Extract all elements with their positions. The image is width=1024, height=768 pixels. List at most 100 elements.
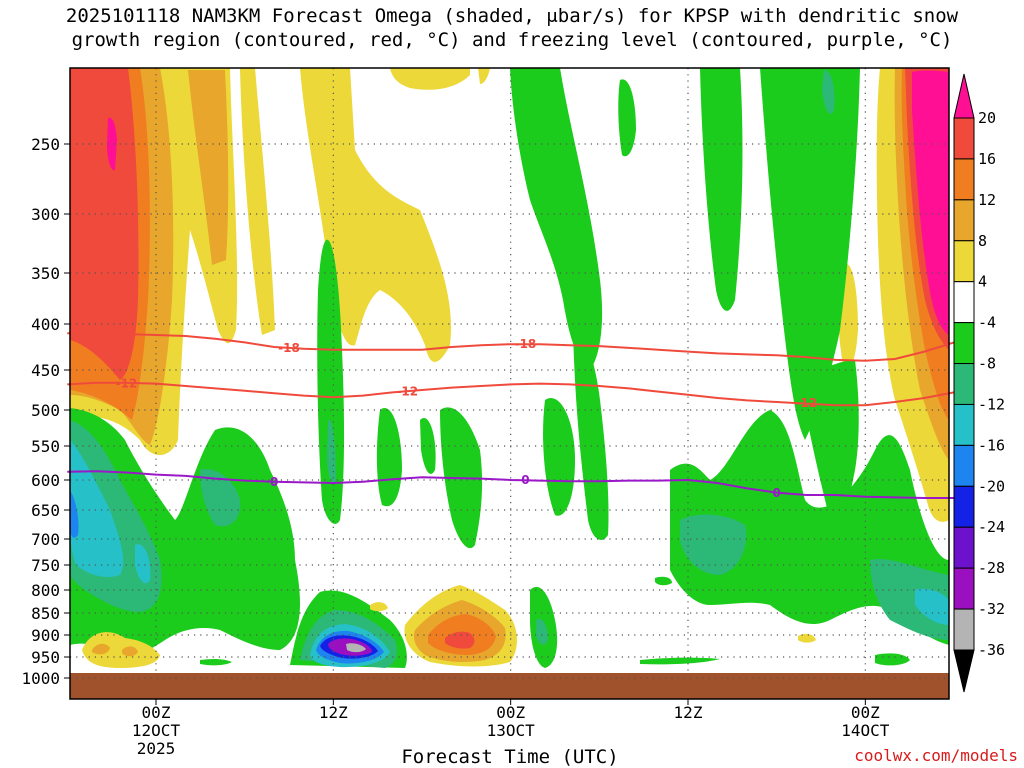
colorbar-segment-3 [953, 240, 975, 283]
plot-frame [69, 67, 950, 700]
contour-label-5: 0 [270, 475, 278, 489]
colorbar-top-arrow [953, 73, 975, 119]
shade-top-yellow-2 [478, 68, 490, 84]
shade-green-column-2 [376, 408, 402, 507]
colorbar-label-4: 4 [978, 273, 987, 291]
colorbar-label-8: 8 [978, 232, 987, 250]
shade-red-low-mid [445, 631, 475, 649]
y-tick-label-750: 750 [31, 556, 60, 575]
y-tick-label-450: 450 [31, 361, 60, 380]
shade-green-column-5 [543, 398, 575, 516]
shade-left-yellow-2 [240, 68, 275, 335]
colorbar-segment-7 [953, 403, 975, 446]
contour-dendritic-bottom [67, 381, 955, 407]
colorbar-label--16: -16 [978, 436, 1005, 454]
omega-shading [70, 68, 949, 699]
y-tick-label-250: 250 [31, 135, 60, 154]
shade-cyan-left [70, 440, 124, 577]
y-tick-label-700: 700 [31, 530, 60, 549]
chart-title: 2025101118 NAM3KM Forecast Omega (shaded… [0, 4, 1024, 52]
title-line-2: growth region (contoured, red, °C) and f… [71, 29, 953, 51]
x-tick-label-2-1: 13OCT [487, 721, 536, 740]
colorbar-segment-5 [953, 322, 975, 365]
x-axis-label: Forecast Time (UTC) [401, 746, 619, 768]
contour-label-3: -12 [396, 385, 418, 399]
ground-below-surface [70, 673, 949, 699]
shade-right-magenta [912, 70, 949, 335]
x-tick-label-3-0: 12Z [674, 703, 703, 722]
shade-teal-right-2 [870, 558, 949, 640]
y-tick-label-950: 950 [31, 648, 60, 667]
shade-green-column-6 [573, 330, 609, 540]
shade-yellow-left-low [82, 632, 160, 668]
shade-left-red [70, 68, 139, 380]
shade-gray-low-center [346, 643, 366, 653]
y-tick-label-650: 650 [31, 501, 60, 520]
contour-lines: -18 -18 -12 -12 -12 0 0 0 [67, 332, 955, 500]
shade-gold-left-low-2 [122, 646, 138, 657]
colorbar-label--28: -28 [978, 559, 1005, 577]
shade-top-yellow [390, 68, 470, 90]
colorbar-segment-10 [953, 526, 975, 569]
shade-teal-column-1 [327, 419, 336, 484]
shade-green-left-small [200, 658, 232, 666]
y-tick-label-350: 350 [31, 264, 60, 283]
colorbar-label--32: -32 [978, 600, 1005, 618]
shade-cyan-right [915, 588, 949, 625]
colorbar-segment-0 [953, 117, 975, 160]
shade-teal-left-2 [200, 469, 241, 527]
colorbar-label-20: 20 [978, 109, 996, 127]
shade-green-bottom-strip [640, 657, 720, 665]
y-axis: 250 300 350 400 450 500 550 600 650 700 750 800 850 9… [21, 135, 70, 688]
y-tick-label-400: 400 [31, 315, 60, 334]
shade-teal-small [822, 70, 835, 114]
colorbar-segment-2 [953, 199, 975, 242]
contour-label-4: -12 [795, 396, 817, 410]
shade-green-stripe-1 [618, 79, 636, 157]
shade-green-top-center [510, 68, 603, 370]
x-tick-label-0-1: 12OCT [132, 721, 181, 740]
shade-cyan-left-2 [135, 544, 151, 584]
y-tick-label-500: 500 [31, 401, 60, 420]
shade-yellow-small-1 [370, 602, 388, 612]
contour-label-1: -18 [515, 337, 537, 351]
colorbar-segment-1 [953, 158, 975, 201]
x-tick-label-2-0: 00Z [496, 703, 525, 722]
shade-yellow-small-2 [798, 633, 816, 643]
colorbar-label--4: -4 [978, 314, 996, 332]
x-tick-label-0-2: 2025 [137, 739, 176, 758]
colorbar-label--12: -12 [978, 395, 1005, 413]
y-tick-label-550: 550 [31, 437, 60, 456]
colorbar-label-16: 16 [978, 150, 996, 168]
shade-left-gold-2 [188, 70, 229, 265]
shade-teal-low-mid [536, 618, 548, 645]
colorbar-label--36: -36 [978, 641, 1005, 659]
shade-green-bottom-strip-2 [655, 576, 672, 586]
x-tick-label-4-1: 14OCT [841, 721, 890, 740]
y-tick-label-300: 300 [31, 205, 60, 224]
shade-gold-left-low [92, 643, 110, 655]
x-tick-label-1-0: 12Z [319, 703, 348, 722]
y-tick-label-850: 850 [31, 604, 60, 623]
colorbar-segment-9 [953, 485, 975, 528]
colorbar-segment-12 [953, 608, 975, 651]
shade-teal-right [680, 514, 747, 575]
colorbar-label--20: -20 [978, 477, 1005, 495]
colorbar-segment-6 [953, 363, 975, 405]
title-line-1: 2025101118 NAM3KM Forecast Omega (shaded… [65, 5, 959, 27]
x-tick-label-0-0: 00Z [142, 703, 171, 722]
y-tick-label-600: 600 [31, 471, 60, 490]
contour-label-7: 0 [772, 486, 780, 500]
colorbar-label-12: 12 [978, 191, 996, 209]
y-tick-label-900: 900 [31, 626, 60, 645]
shade-green-top-right [700, 68, 743, 311]
contour-freezing-level [67, 470, 954, 499]
colorbar-bottom-arrow [953, 649, 975, 693]
contour-label-6: 0 [521, 473, 529, 487]
contour-label-0: -18 [278, 341, 300, 355]
x-tick-label-4-0: 00Z [851, 703, 880, 722]
shade-left-magenta [107, 117, 117, 171]
shade-green-tall [760, 68, 860, 440]
